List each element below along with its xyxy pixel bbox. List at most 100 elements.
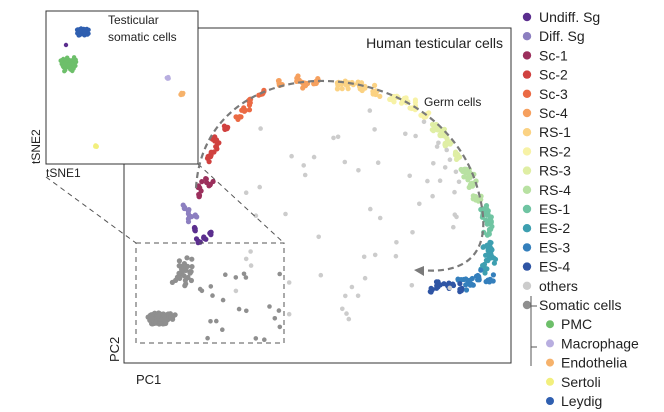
- scatter-point-somatic-cells: [188, 277, 194, 284]
- scatter-point-sc-1: [203, 176, 209, 182]
- inset-plot-points: [58, 26, 186, 149]
- scatter-point-undiff-sg: [208, 232, 214, 238]
- scatter-point-somatic-cells: [214, 318, 219, 324]
- scatter-point-sc-2: [213, 144, 219, 150]
- inset-point-sertoli: [94, 144, 99, 149]
- scatter-point-others: [302, 172, 308, 178]
- scatter-point-es-2: [480, 244, 486, 250]
- scatter-point-sc-3: [246, 102, 253, 108]
- scatter-point-sc-3: [239, 107, 245, 113]
- legend-marker-es-4: [522, 262, 532, 271]
- legend-marker-es-3: [522, 243, 532, 252]
- scatter-point-somatic-cells: [210, 293, 215, 298]
- inset-point-endothelia: [180, 92, 185, 97]
- scatter-point-others: [444, 147, 450, 153]
- scatter-point-somatic-cells: [276, 308, 282, 313]
- legend-label-rs-4: RS-4: [539, 182, 571, 198]
- scatter-point-somatic-cells: [277, 324, 283, 330]
- scatter-point-others: [453, 169, 459, 175]
- scatter-point-others: [368, 206, 373, 212]
- scatter-point-somatic-cells: [176, 258, 182, 264]
- legend-label-es-3: ES-3: [539, 239, 570, 255]
- scatter-point-somatic-cells: [155, 313, 161, 319]
- scatter-point-others: [447, 157, 453, 162]
- scatter-point-others: [434, 144, 440, 149]
- scatter-point-somatic-cells: [208, 284, 214, 289]
- scatter-point-others: [425, 178, 430, 184]
- scatter-point-es-3: [468, 282, 474, 288]
- legend-label-others: others: [539, 278, 578, 294]
- scatter-point-rs-4: [465, 174, 471, 180]
- scatter-point-others: [301, 163, 307, 168]
- scatter-point-somatic-cells: [241, 271, 247, 277]
- scatter-point-sc-2: [211, 149, 217, 155]
- legend-label-sc-2: Sc-2: [539, 67, 568, 83]
- inset-point-pmc: [62, 69, 67, 74]
- legend-marker-es-2: [522, 224, 532, 233]
- scatter-point-somatic-cells: [243, 275, 249, 280]
- inset-point-macrophage: [166, 74, 171, 80]
- inset-title: Testicular somatic cells: [108, 13, 177, 44]
- scatter-point-somatic-cells: [181, 273, 187, 279]
- inset-x-axis-label: tSNE1: [46, 166, 81, 180]
- main-y-axis-label: PC2: [107, 337, 122, 362]
- trajectory-arrowhead: [414, 266, 424, 276]
- scatter-point-rs-2: [418, 112, 424, 118]
- scatter-point-others: [377, 215, 383, 221]
- inset-point-pmc: [68, 66, 74, 72]
- scatter-point-somatic-cells: [220, 327, 225, 333]
- scatter-point-others: [362, 275, 368, 281]
- scatter-point-others: [248, 263, 254, 268]
- scatter-point-somatic-cells: [199, 288, 205, 294]
- scatter-point-somatic-cells: [277, 271, 283, 277]
- scatter-point-somatic-cells: [205, 335, 210, 341]
- legend-marker-sc-1: [522, 51, 532, 60]
- scatter-point-rs-1: [342, 78, 348, 84]
- scatter-point-others: [286, 280, 292, 285]
- scatter-point-others: [437, 178, 443, 183]
- scatter-point-somatic-cells: [169, 279, 175, 285]
- scatter-point-others: [283, 211, 288, 217]
- legend-marker-diff-sg: [522, 32, 532, 41]
- legend-label-rs-2: RS-2: [539, 143, 571, 159]
- scatter-point-others: [393, 253, 399, 259]
- scatter-point-rs-2: [391, 96, 397, 102]
- legend-label-leydig: Leydig: [561, 393, 602, 409]
- scatter-point-rs-1: [377, 93, 383, 99]
- scatter-point-sc-1: [207, 181, 213, 187]
- zoom-region-box: [135, 242, 285, 344]
- scatter-point-sc-2: [222, 126, 228, 132]
- scatter-point-sc-3: [242, 107, 248, 113]
- legend-label-sc-4: Sc-4: [539, 105, 568, 121]
- scatter-point-sc-3: [235, 116, 241, 122]
- scatter-point-es-4: [450, 282, 457, 289]
- legend-marker-rs-1: [522, 128, 532, 137]
- scatter-point-es-4: [457, 281, 463, 287]
- scatter-point-others: [257, 184, 263, 190]
- scatter-point-others: [344, 311, 349, 316]
- scatter-point-others: [375, 160, 381, 165]
- inset-title-line-1: Testicular: [108, 13, 159, 27]
- legend-label-sc-1: Sc-1: [539, 47, 568, 63]
- scatter-point-others: [442, 165, 448, 170]
- scatter-point-es-1: [488, 226, 494, 232]
- scatter-point-others: [421, 119, 427, 125]
- zoom-connector-right: [197, 163, 285, 244]
- scatter-point-somatic-cells: [181, 263, 187, 269]
- legend: Undiff. Sg Diff. Sg Sc-1 Sc-2 Sc-3 Sc-4 RS-1 RS…: [522, 9, 639, 409]
- scatter-point-diff-sg: [181, 205, 187, 211]
- scatter-point-es-3: [458, 277, 464, 283]
- scatter-point-es-1: [488, 218, 494, 224]
- scatter-point-others: [361, 254, 367, 260]
- scatter-point-es-3: [478, 267, 484, 273]
- scatter-point-es-4: [447, 281, 453, 287]
- legend-label-somatic-cells: Somatic cells: [539, 297, 621, 313]
- scatter-point-somatic-cells: [163, 320, 169, 326]
- scatter-point-somatic-cells: [189, 256, 195, 262]
- legend-marker-others: [522, 281, 532, 290]
- scatter-point-others: [372, 252, 378, 258]
- legend-marker-macrophage: [546, 339, 554, 348]
- scatter-point-rs-1: [339, 86, 345, 92]
- scatter-point-others: [367, 108, 373, 113]
